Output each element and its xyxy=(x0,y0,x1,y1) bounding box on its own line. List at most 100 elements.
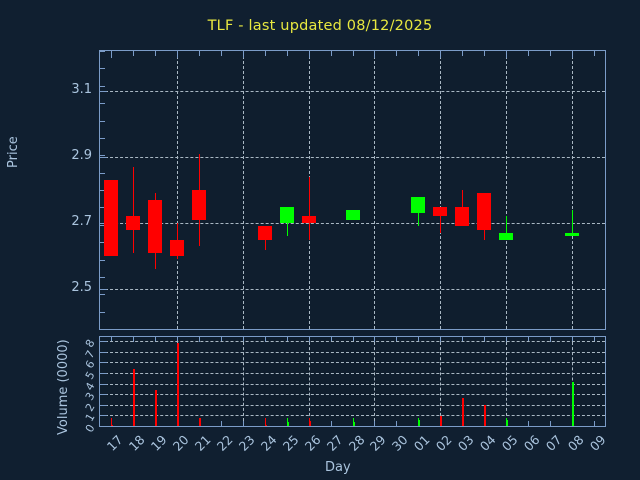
candle-body xyxy=(565,233,580,237)
day-tick xyxy=(572,51,574,58)
day-tick xyxy=(308,51,310,58)
day-tick-label: 25 xyxy=(279,432,302,454)
volume-plot-area xyxy=(100,337,605,426)
price-minor-tick xyxy=(100,311,105,313)
volume-bar xyxy=(287,422,289,426)
day-tick xyxy=(528,421,530,426)
volume-bar xyxy=(484,404,486,426)
day-tick-label: 17 xyxy=(103,432,126,454)
volume-gridline xyxy=(100,415,605,417)
candle-body xyxy=(499,233,514,240)
volume-bar xyxy=(309,420,311,426)
day-tick xyxy=(352,418,354,426)
price-minor-tick xyxy=(100,190,105,191)
day-tick xyxy=(242,51,244,58)
volume-bar xyxy=(133,368,135,426)
day-tick xyxy=(440,51,442,58)
price-minor-tick xyxy=(100,103,105,105)
day-tick xyxy=(594,51,596,56)
volume-gridline xyxy=(100,394,605,396)
volume-tick xyxy=(100,394,107,396)
day-gridline xyxy=(440,337,442,426)
price-minor-tick xyxy=(100,68,105,70)
day-tick xyxy=(396,51,398,56)
day-gridline xyxy=(440,51,442,329)
price-minor-tick xyxy=(100,207,105,209)
volume-bar xyxy=(462,398,464,426)
volume-day-tick xyxy=(374,337,376,342)
volume-day-tick xyxy=(418,337,420,342)
candle-body xyxy=(257,226,272,240)
day-tick xyxy=(484,51,486,56)
volume-day-tick xyxy=(132,337,134,342)
volume-day-tick xyxy=(550,337,552,342)
candle-wick xyxy=(506,216,507,240)
day-tick xyxy=(110,418,112,426)
candle-body xyxy=(125,216,140,230)
price-minor-tick xyxy=(100,51,105,52)
price-minor-tick xyxy=(100,259,105,261)
day-tick xyxy=(220,51,222,56)
day-tick xyxy=(550,51,552,56)
day-gridline xyxy=(374,51,376,329)
price-gridline xyxy=(100,156,605,158)
day-tick-label: 21 xyxy=(191,432,214,454)
volume-day-tick xyxy=(176,337,178,342)
volume-day-tick xyxy=(528,337,530,342)
volume-day-tick xyxy=(440,337,442,342)
price-minor-tick xyxy=(100,294,105,296)
volume-bar xyxy=(111,424,113,426)
price-tick xyxy=(100,289,107,291)
day-tick-label: 23 xyxy=(235,432,258,454)
day-tick xyxy=(374,51,376,58)
volume-day-tick xyxy=(264,337,266,342)
day-tick xyxy=(286,418,288,426)
volume-tick xyxy=(100,362,107,364)
day-tick-label: 09 xyxy=(586,432,609,454)
volume-day-tick xyxy=(308,337,310,342)
candle-body xyxy=(301,216,316,224)
price-panel xyxy=(99,50,606,330)
volume-day-tick xyxy=(110,337,112,342)
day-tick xyxy=(264,51,266,56)
volume-day-tick xyxy=(242,337,244,342)
volume-day-tick xyxy=(396,337,398,342)
price-minor-tick xyxy=(100,85,105,87)
day-gridline xyxy=(506,337,508,426)
volume-bar xyxy=(418,420,420,426)
volume-axis-label: Volume (0000) xyxy=(56,339,71,435)
day-tick xyxy=(528,51,530,56)
volume-gridline xyxy=(100,351,605,353)
volume-bar xyxy=(506,419,508,426)
volume-bar xyxy=(265,425,267,426)
day-tick xyxy=(286,51,288,56)
volume-bar xyxy=(155,389,157,426)
price-tick-label: 3.1 xyxy=(71,81,92,97)
candle-body xyxy=(279,206,294,224)
candle-body xyxy=(191,190,206,220)
chart-title: TLF - last updated 08/12/2025 xyxy=(207,18,433,34)
day-tick xyxy=(110,51,112,58)
day-tick xyxy=(418,51,420,56)
candle-body xyxy=(345,209,360,220)
price-tick xyxy=(100,90,107,92)
candle-body xyxy=(103,180,118,257)
volume-bar xyxy=(440,416,442,426)
day-tick-label: 08 xyxy=(564,432,587,454)
day-tick-label: 07 xyxy=(542,432,565,454)
day-tick xyxy=(462,51,464,56)
volume-bar xyxy=(353,422,355,426)
volume-tick xyxy=(100,351,107,353)
price-minor-tick xyxy=(100,172,105,174)
day-tick xyxy=(176,51,178,58)
volume-bar xyxy=(177,343,179,426)
price-minor-tick xyxy=(100,155,105,157)
volume-gridline xyxy=(100,373,605,375)
day-tick-label: 18 xyxy=(125,432,148,454)
price-tick-label: 2.5 xyxy=(71,280,92,296)
candle-wick xyxy=(309,176,310,240)
price-minor-tick xyxy=(100,120,105,122)
day-tick-label: 04 xyxy=(476,432,499,454)
day-tick xyxy=(352,51,354,56)
day-tick-label: 24 xyxy=(257,432,280,454)
